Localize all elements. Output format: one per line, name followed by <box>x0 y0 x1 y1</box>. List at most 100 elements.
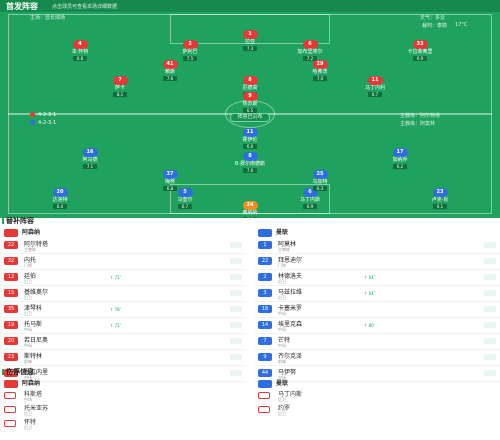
injury-icon <box>4 392 16 399</box>
player-name: 马丁内利 <box>364 85 385 91</box>
player-number: 41 <box>162 60 178 69</box>
away-player[interactable]: 37 梅努 6.8 <box>148 170 192 191</box>
injury-row[interactable]: 怀特 后卫 <box>0 417 246 431</box>
away-player[interactable]: 6 马丁内斯 6.9 <box>288 188 332 209</box>
injury-icon <box>258 392 270 399</box>
bench-row[interactable]: 22 拜恩迪尔 门将 <box>254 254 500 270</box>
pitch-boundary <box>8 14 492 214</box>
away-player[interactable]: 16 阿马德 7.1 <box>68 148 112 169</box>
bottom-penalty-box <box>170 184 330 214</box>
player-name: 达洛特 <box>52 197 68 203</box>
bench-number: 7 <box>258 337 272 345</box>
home-player[interactable]: 41 赖斯 7.6 <box>148 60 192 81</box>
pitch: 首发阵容 点击球员可查看本场详细数据 主场：酋长球场 天气：多云 17°C 裁判… <box>0 0 500 218</box>
bench-position: 后卫 <box>24 279 32 284</box>
home-player[interactable]: 4 本·怀特 6.8 <box>58 40 102 61</box>
home-player[interactable]: 2 萨利巴 7.5 <box>168 40 212 61</box>
bench-row[interactable]: 32 内托 门将 <box>0 254 246 270</box>
injury-icon <box>258 406 270 413</box>
bench-row[interactable]: 20 若日尼奥 中场 <box>0 334 246 350</box>
away-player[interactable]: 5 马奎尔 6.7 <box>163 188 207 209</box>
bench-row[interactable]: 35 津琴科 后卫 ↑ 78' <box>0 302 246 318</box>
bench-position: 中场 <box>278 375 286 380</box>
bench-number: 3 <box>258 289 272 297</box>
rating-badge <box>484 242 496 248</box>
lineup-title: 首发阵容 <box>6 2 38 11</box>
player-number: 4 <box>72 40 88 49</box>
away-player[interactable]: 24奥纳纳6.6 <box>228 201 272 218</box>
injury-row[interactable]: 马丁内斯 后卫 <box>254 389 500 403</box>
player-name: 加纳乔 <box>392 157 408 163</box>
bench-row[interactable]: 23 斯特林 前锋 <box>0 350 246 366</box>
player-name: 赖斯 <box>164 69 175 75</box>
bench-row[interactable]: 1 阿莫林 主教练 <box>254 238 500 254</box>
rating-badge <box>230 370 242 376</box>
player-number: 6 <box>302 40 318 49</box>
away-player[interactable]: 23 卢克·肖 6.1 <box>418 188 462 209</box>
venue-text: 主场：酋长球场 <box>30 15 66 21</box>
player-number: 37 <box>162 170 178 179</box>
home-player[interactable]: 33 卡拉菲奥里 6.9 <box>398 40 442 61</box>
bench-row[interactable]: 3 马兹拉维 后卫 ↑ 64' <box>254 286 500 302</box>
rating-badge <box>484 290 496 296</box>
sub-time: ↑ 71' <box>110 323 121 328</box>
rating-badge <box>484 258 496 264</box>
bench-row[interactable]: 30 恩瓦内里 中场 <box>0 366 246 382</box>
player-number: 25 <box>312 170 328 179</box>
home-color-dot <box>30 112 35 117</box>
home-injury-team: 阿森纳 <box>0 379 246 389</box>
sub-time: ↑ 80' <box>364 323 375 328</box>
rating-badge <box>484 274 496 280</box>
bench-position: 主教练 <box>278 247 290 252</box>
home-player[interactable]: 11 马丁内利 6.7 <box>353 76 397 97</box>
player-name: 加布里埃尔 <box>297 49 323 55</box>
home-player[interactable]: 6 加布里埃尔 7.2 <box>288 40 332 61</box>
bench-title: 替补阵容 <box>0 216 500 226</box>
rating-badge <box>230 290 242 296</box>
away-player[interactable]: 20 达洛特 6.4 <box>38 188 82 209</box>
bench-row[interactable]: 14 埃里克森 中场 ↑ 80' <box>254 318 500 334</box>
injury-row[interactable]: 托米亚苏 后卫 <box>0 403 246 417</box>
bench-row[interactable]: 2 林德洛夫 后卫 ↑ 64' <box>254 270 500 286</box>
player-rating: 7.6 <box>163 76 177 81</box>
player-name: 马奎尔 <box>177 197 193 203</box>
bench-name: 阿尔特塔 <box>24 241 49 248</box>
player-number: 33 <box>412 40 428 49</box>
away-player[interactable]: 11 霍伊伦 6.0 <box>228 128 272 149</box>
rating-badge <box>484 354 496 360</box>
bench-row[interactable]: 18 卡塞米罗 中场 <box>254 302 500 318</box>
home-player[interactable]: 1 拉亚 7.3 <box>228 30 272 51</box>
player-rating: 6.2 <box>393 164 407 169</box>
bench-row[interactable]: 19 托马斯 中场 ↑ 71' <box>0 318 246 334</box>
player-rating: 7.1 <box>83 164 97 169</box>
manutd-logo-icon <box>258 380 272 388</box>
home-player[interactable]: 7 萨卡 8.1 <box>98 76 142 97</box>
bench-name: 托马斯 <box>24 321 43 328</box>
player-number: 16 <box>82 148 98 157</box>
bench-name: 林德洛夫 <box>278 273 303 280</box>
player-number: 2 <box>182 40 198 49</box>
bench-row[interactable]: 15 基维奥尔 后卫 <box>0 286 246 302</box>
bench-row[interactable]: 9 齐尔克泽 前锋 <box>254 350 500 366</box>
bench-row[interactable]: 44 马伊努 中场 <box>254 366 500 382</box>
player-number: 8 <box>242 152 258 161</box>
player-name: 热苏斯 <box>242 101 258 107</box>
away-player[interactable]: 17 加纳乔 6.2 <box>378 148 422 169</box>
injury-row[interactable]: 约罗 后卫 <box>254 403 500 417</box>
player-name: 萨卡 <box>114 85 125 91</box>
bench-position: 后卫 <box>278 295 286 300</box>
bench-number: 12 <box>4 273 18 281</box>
home-player[interactable]: 29 哈弗茨 7.0 <box>298 60 342 81</box>
bench-number: 2 <box>258 273 272 281</box>
bench-row[interactable]: 22 阿尔特塔 主教练 <box>0 238 246 254</box>
away-player[interactable]: 25 乌加特 6.3 <box>298 170 342 191</box>
temp-text: 17°C <box>455 22 468 28</box>
injury-row[interactable]: 科斯塔 中场 <box>0 389 246 403</box>
bench-row[interactable]: 12 廷伯 后卫 ↑ 71' <box>0 270 246 286</box>
home-player[interactable]: 9 热苏斯 6.5 <box>228 92 272 113</box>
player-number: 29 <box>312 60 328 69</box>
away-player[interactable]: 8 B·费尔南德斯 7.0 <box>228 152 272 173</box>
bench-position: 主教练 <box>24 247 36 252</box>
bench-name: 芒特 <box>278 337 291 344</box>
bench-row[interactable]: 7 芒特 中场 <box>254 334 500 350</box>
